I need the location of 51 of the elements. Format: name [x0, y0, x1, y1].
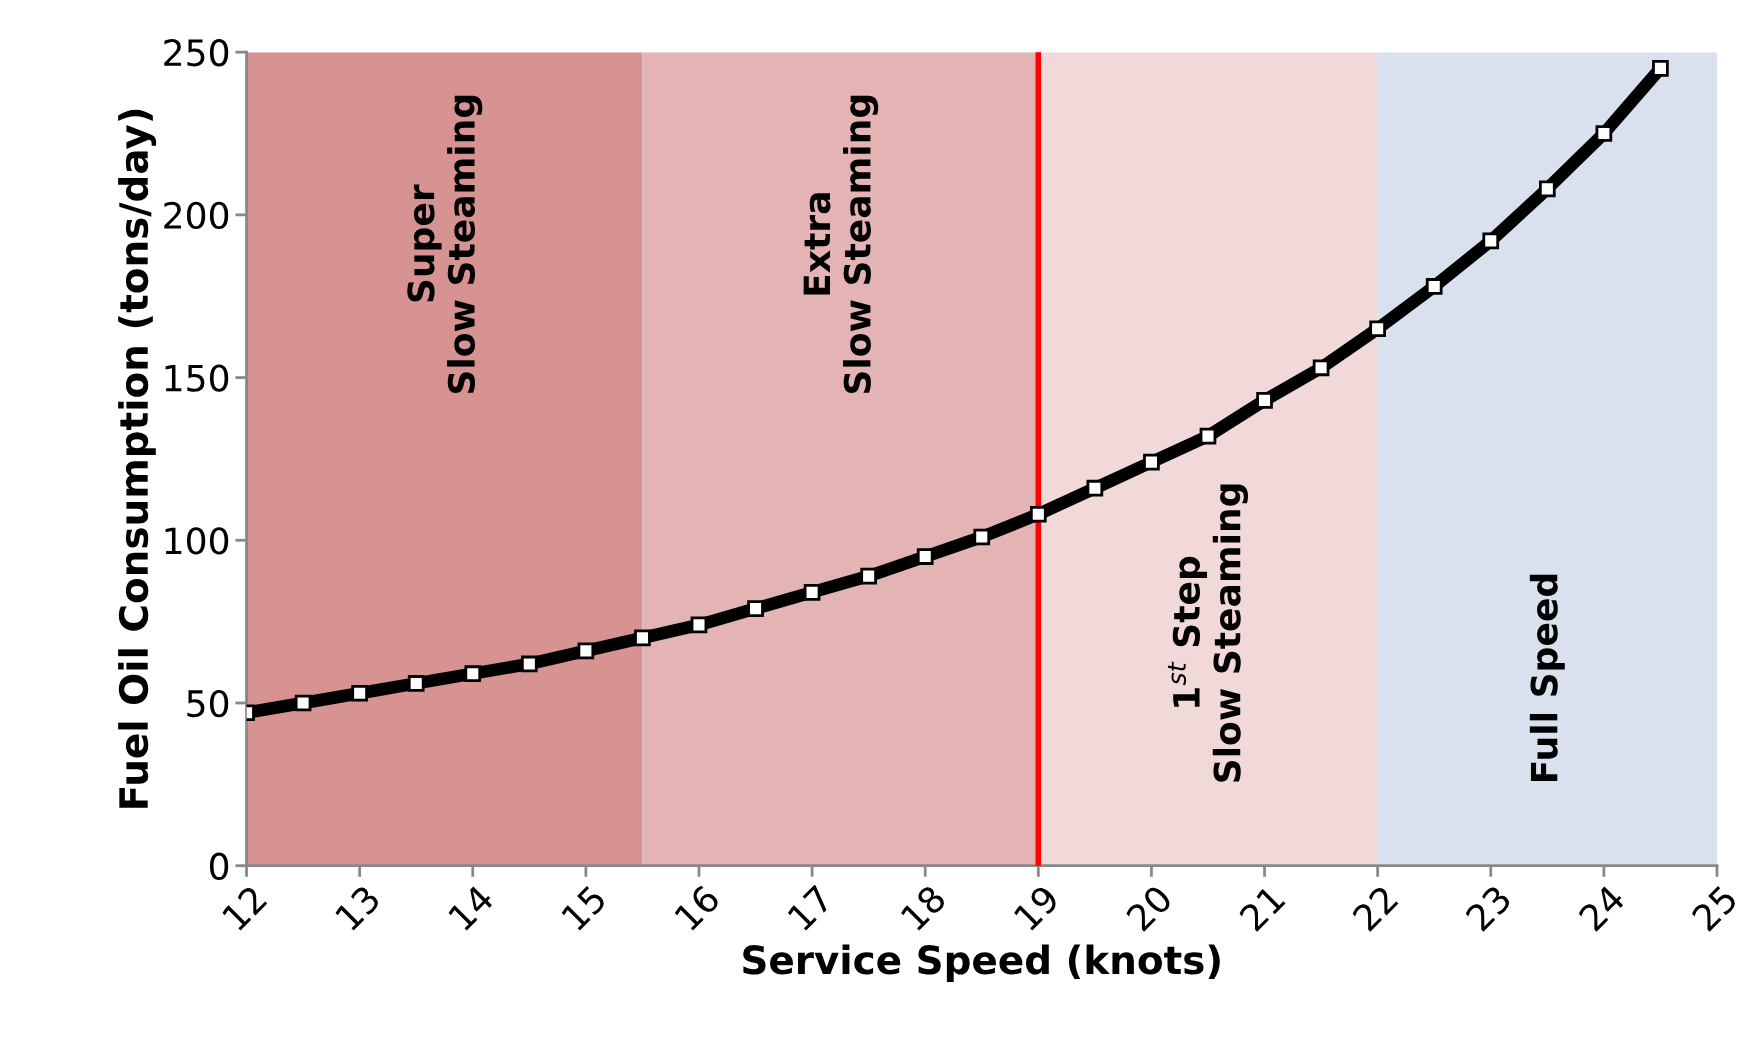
point	[1312, 359, 1330, 377]
x-tick-label: 22	[1351, 884, 1399, 932]
band-label: Extra Slow Steaming	[803, 95, 879, 394]
point	[1086, 479, 1104, 497]
y-tick-label: 150	[165, 364, 229, 392]
y-tick-label: 50	[187, 689, 229, 718]
x-tick-label: 14	[447, 883, 495, 931]
point	[1595, 125, 1613, 142]
point	[1652, 60, 1669, 77]
x-tick-label: 18	[899, 883, 948, 932]
point	[464, 665, 482, 683]
x-tick-label: 19	[1012, 883, 1061, 932]
x-tick-label: 25	[1690, 884, 1739, 933]
y-axis-title: Fuel Oil Consumption (tons/day)	[118, 109, 157, 808]
point	[407, 675, 425, 692]
point	[1199, 427, 1217, 445]
band-label: 1$^{st}$ Step Slow Steaming	[1167, 484, 1249, 782]
point	[973, 528, 991, 546]
point	[916, 548, 934, 565]
point	[294, 694, 312, 712]
x-tick-label: 17	[787, 884, 834, 931]
y-tick-label: 0	[209, 852, 229, 880]
x-tick-label: 16	[673, 883, 722, 932]
y-tick-label: 250	[164, 39, 229, 67]
x-tick-label: 20	[1125, 883, 1174, 933]
band-label: Super Slow Steaming	[407, 95, 483, 394]
y-tick-label: 100	[165, 527, 229, 555]
point	[747, 600, 764, 617]
x-axis-title: Service Speed (knots)	[743, 944, 1220, 983]
point	[1369, 320, 1386, 338]
x-tick-label: 13	[334, 884, 382, 932]
point	[690, 616, 708, 634]
band-label: Full Speed	[1529, 574, 1565, 782]
point	[1538, 180, 1556, 198]
point	[1482, 232, 1500, 250]
point	[803, 584, 821, 601]
x-tick-label: 12	[221, 884, 268, 931]
x-tick-label: 23	[1464, 884, 1513, 933]
x-tick-label: 15	[560, 884, 608, 932]
point	[1256, 392, 1273, 409]
point	[577, 642, 595, 660]
point	[1143, 453, 1160, 471]
point	[351, 684, 368, 702]
point	[634, 629, 651, 647]
y-tick-label: 200	[164, 201, 229, 230]
point	[520, 655, 538, 673]
point	[860, 567, 877, 585]
x-tick-label: 21	[1238, 884, 1286, 932]
x-tick-label: 24	[1577, 883, 1626, 932]
point	[1029, 505, 1047, 523]
point	[1425, 278, 1443, 295]
